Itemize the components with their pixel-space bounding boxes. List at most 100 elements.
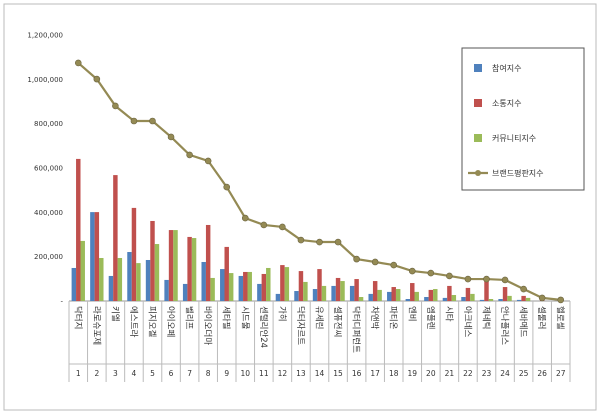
line-marker	[279, 223, 286, 231]
rank-label: 4	[132, 369, 137, 378]
bar	[150, 220, 155, 301]
rank-label: 23	[482, 369, 492, 378]
line-marker	[408, 267, 416, 275]
line-marker	[464, 275, 472, 283]
line-marker	[130, 117, 138, 125]
bar	[428, 289, 434, 301]
bar	[470, 293, 475, 301]
bar	[358, 297, 364, 301]
bar	[461, 297, 466, 301]
bar	[108, 275, 114, 301]
bar	[275, 293, 281, 301]
x-tick-label: 엔비	[406, 306, 417, 322]
bar	[317, 269, 322, 301]
rank-label: 18	[389, 369, 399, 378]
bar	[187, 236, 192, 301]
bar	[117, 257, 123, 301]
x-tick-label: 시드물	[239, 306, 249, 330]
bar	[372, 281, 378, 301]
bar	[113, 175, 118, 301]
rank-label: 14	[315, 369, 325, 378]
bar	[507, 295, 512, 301]
bar	[391, 287, 396, 301]
line-marker	[334, 238, 342, 246]
line-marker	[223, 183, 231, 191]
rank-label: 9	[224, 369, 229, 378]
bar	[303, 281, 308, 301]
y-tick-label: -	[60, 298, 63, 306]
rank-label: 20	[426, 369, 436, 378]
bar	[284, 267, 290, 301]
line-marker	[167, 133, 175, 141]
x-tick-label: 센텔리안24	[258, 306, 269, 348]
line-marker	[427, 269, 435, 277]
line-marker	[297, 236, 305, 244]
x-tick-label: 시타	[443, 306, 453, 322]
bar	[465, 287, 471, 301]
bar	[395, 289, 401, 301]
plot: - 200,000 400,000 600,000 800,000 1,000,000 1,…	[27, 32, 585, 382]
bar	[521, 295, 526, 301]
bar	[280, 265, 285, 301]
bar	[94, 212, 100, 301]
legend-swatch	[474, 99, 482, 107]
bar	[298, 271, 304, 301]
line-marker	[260, 221, 268, 229]
x-tick-label: 피지오겔	[147, 306, 158, 337]
bar	[447, 285, 452, 301]
bar	[266, 267, 271, 301]
bar	[488, 299, 494, 301]
rank-label: 19	[408, 369, 418, 378]
y-tick-label: 600,000	[34, 165, 63, 173]
line-marker	[186, 151, 193, 159]
bar	[201, 261, 206, 301]
rank-label: 21	[445, 369, 455, 378]
x-tick-label: 라로슈포제	[91, 306, 101, 345]
legend-swatch	[474, 134, 482, 142]
bar	[479, 299, 485, 301]
bar	[220, 269, 225, 301]
bar	[377, 289, 382, 301]
x-tick-label: 셀퓨전씨	[332, 306, 343, 337]
rank-label: 22	[463, 369, 473, 378]
rank-label: 2	[94, 369, 99, 378]
x-tick-label: 세타필	[221, 306, 232, 329]
y-tick-label: 400,000	[34, 209, 63, 217]
x-tick-label: 세바메드	[518, 306, 529, 337]
rank-label: 17	[370, 369, 380, 378]
rank-label: 11	[259, 369, 269, 378]
bar	[321, 285, 327, 301]
x-tick-label: 엠플렌	[425, 306, 436, 330]
rank-label: 16	[352, 369, 362, 378]
line-marker	[93, 75, 101, 83]
bar	[451, 295, 457, 301]
bar	[498, 299, 503, 301]
bar	[424, 297, 429, 301]
x-tick-label: 아크네스	[462, 306, 473, 337]
legend-label: 커뮤니티지수	[492, 133, 536, 143]
line-marker	[446, 272, 453, 280]
line-marker	[371, 258, 379, 266]
rank-label: 24	[500, 369, 510, 378]
x-tick-label: 차앤박	[369, 306, 380, 330]
bar	[410, 283, 415, 301]
bar	[99, 257, 104, 301]
bar	[387, 291, 392, 301]
x-tick-label: 제네틱	[481, 306, 492, 329]
rank-label: 25	[519, 369, 529, 378]
x-tick-label: 키엘	[109, 306, 119, 322]
bar	[136, 263, 141, 301]
x-tick-label: 파티온	[388, 306, 398, 330]
y-tick-label: 1,200,000	[27, 32, 63, 40]
bar	[71, 267, 77, 301]
rank-label: 5	[150, 369, 155, 378]
line-marker	[501, 276, 509, 284]
rank-label: 26	[537, 369, 547, 378]
line-marker	[353, 255, 360, 263]
line-marker	[316, 238, 323, 246]
rank-label: 3	[113, 369, 118, 378]
bar	[76, 158, 81, 301]
line-marker	[74, 59, 82, 67]
